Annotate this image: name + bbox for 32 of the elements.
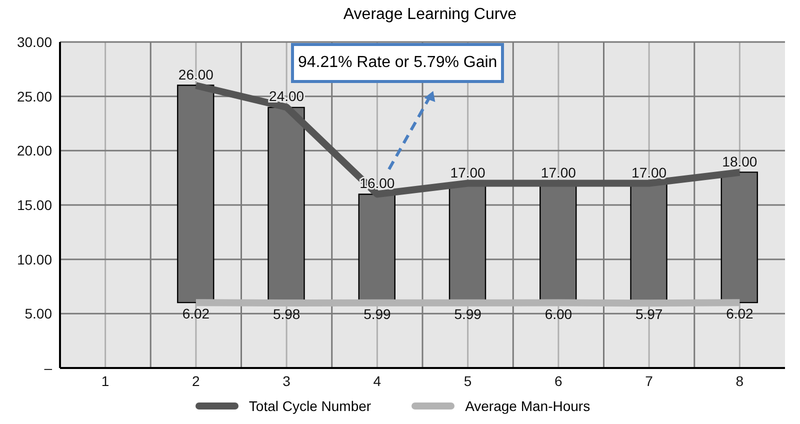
y-tick-label: 5.00 [24,306,52,322]
data-label: 6.00 [544,306,572,322]
x-tick-label: 8 [736,372,744,389]
x-tick-label: 6 [554,372,563,389]
legend-label: Average Man-Hours [464,398,590,414]
data-label: 6.02 [726,306,754,322]
data-label: 5.99 [454,306,482,322]
data-label: 17.00 [540,164,576,180]
y-tick-label: 15.00 [16,196,52,213]
annotation: 94.21% Rate or 5.79% Gain [291,43,504,83]
x-tick-label: 7 [645,372,654,389]
x-tick-label: 2 [192,372,200,389]
data-label: 5.98 [272,306,300,322]
x-tick-label: 4 [373,372,382,389]
data-label: 26.00 [178,66,214,82]
data-label: 24.00 [269,88,304,104]
data-label: 5.97 [635,306,663,322]
y-tick-label: 20.00 [16,142,52,159]
data-label: 17.00 [632,164,667,180]
x-tick-label: 5 [464,372,472,389]
data-label: 6.02 [182,306,210,322]
y-tick-label: 25.00 [16,88,52,104]
data-label: 18.00 [722,153,758,170]
y-tick-label: 10.00 [16,251,52,268]
legend-label: Total Cycle Number [248,398,372,414]
x-tick-label: 3 [282,372,291,389]
x-tick-label: 1 [101,372,110,389]
y-tick-label: – [44,360,52,376]
data-label: 17.00 [450,164,486,180]
y-tick-label: 30.00 [16,34,52,50]
data-label: 5.99 [364,306,392,322]
chart-title: Average Learning Curve [342,6,518,24]
